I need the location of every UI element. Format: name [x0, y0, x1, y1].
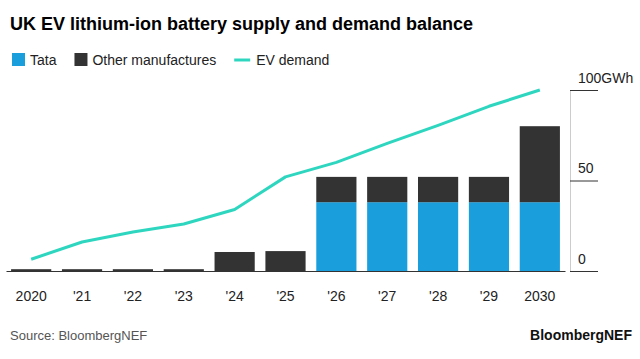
y-tick-line [570, 90, 598, 91]
legend-swatch [234, 59, 250, 62]
bar [367, 177, 407, 202]
plot-area [11, 90, 560, 271]
bar [11, 269, 51, 271]
bar [316, 177, 356, 202]
y-tick-label: 0 [578, 251, 586, 267]
x-tick: '21 [73, 271, 91, 304]
x-tick: '24 [226, 271, 244, 304]
line [31, 90, 540, 259]
source: Source: BloombergNEF [10, 328, 147, 343]
bar [367, 202, 407, 271]
legend-swatch [12, 53, 25, 66]
bar [215, 252, 255, 271]
bar [265, 251, 305, 271]
x-tick-label: '26 [327, 288, 345, 304]
x-tick: '27 [378, 271, 396, 304]
x-tick-label: 2020 [16, 288, 47, 304]
credit: BloombergNEF [530, 327, 632, 343]
x-tick: '29 [480, 271, 498, 304]
legend-label: Tata [30, 52, 57, 68]
bar [418, 177, 458, 202]
x-tick-label: '28 [429, 288, 447, 304]
x-tick-label: '29 [480, 288, 498, 304]
x-tick-label: 2030 [524, 288, 555, 304]
legend-label: EV demand [256, 52, 329, 68]
bar [316, 202, 356, 271]
x-tick-label: '22 [124, 288, 142, 304]
bar [520, 202, 560, 271]
legend-label: Other manufactures [92, 52, 216, 68]
x-tick: '28 [429, 271, 447, 304]
y-axis: 0 50 100GWh [570, 70, 633, 272]
title: UK EV lithium-ion battery supply and dem… [10, 14, 473, 34]
bar [113, 269, 153, 271]
bar-series [11, 126, 560, 271]
x-tick-label: '25 [276, 288, 294, 304]
y-tick: 100GWh [570, 70, 633, 91]
y-tick-line [570, 271, 598, 272]
x-tick: '26 [327, 271, 345, 304]
bar-series [316, 202, 560, 271]
x-tick-label: '27 [378, 288, 396, 304]
x-tick-label: '23 [175, 288, 193, 304]
x-tick: 2020 [16, 271, 47, 304]
y-tick-label: 100GWh [578, 70, 633, 86]
x-tick: '22 [124, 271, 142, 304]
x-tick: '23 [175, 271, 193, 304]
x-tick: 2030 [524, 271, 555, 304]
bar [469, 202, 509, 271]
bar [62, 269, 102, 271]
y-tick-line [570, 181, 598, 182]
x-axis: 2020 '21 '22 '23 '24 '25 '26 '27 '28 '29 2030 [7, 271, 566, 304]
x-tick-label: '21 [73, 288, 91, 304]
chart: UK EV lithium-ion battery supply and dem… [0, 0, 640, 359]
legend-swatch [74, 53, 87, 66]
y-tick-label: 50 [578, 160, 594, 176]
y-tick: 0 [570, 251, 598, 272]
bar [164, 269, 204, 271]
bar [418, 202, 458, 271]
x-tick-label: '24 [226, 288, 244, 304]
x-tick: '25 [276, 271, 294, 304]
y-tick: 50 [570, 160, 598, 181]
bar [520, 126, 560, 202]
x-axis-line [7, 271, 566, 272]
bar [469, 177, 509, 202]
legend: Tata Other manufactures EV demand [12, 52, 329, 68]
